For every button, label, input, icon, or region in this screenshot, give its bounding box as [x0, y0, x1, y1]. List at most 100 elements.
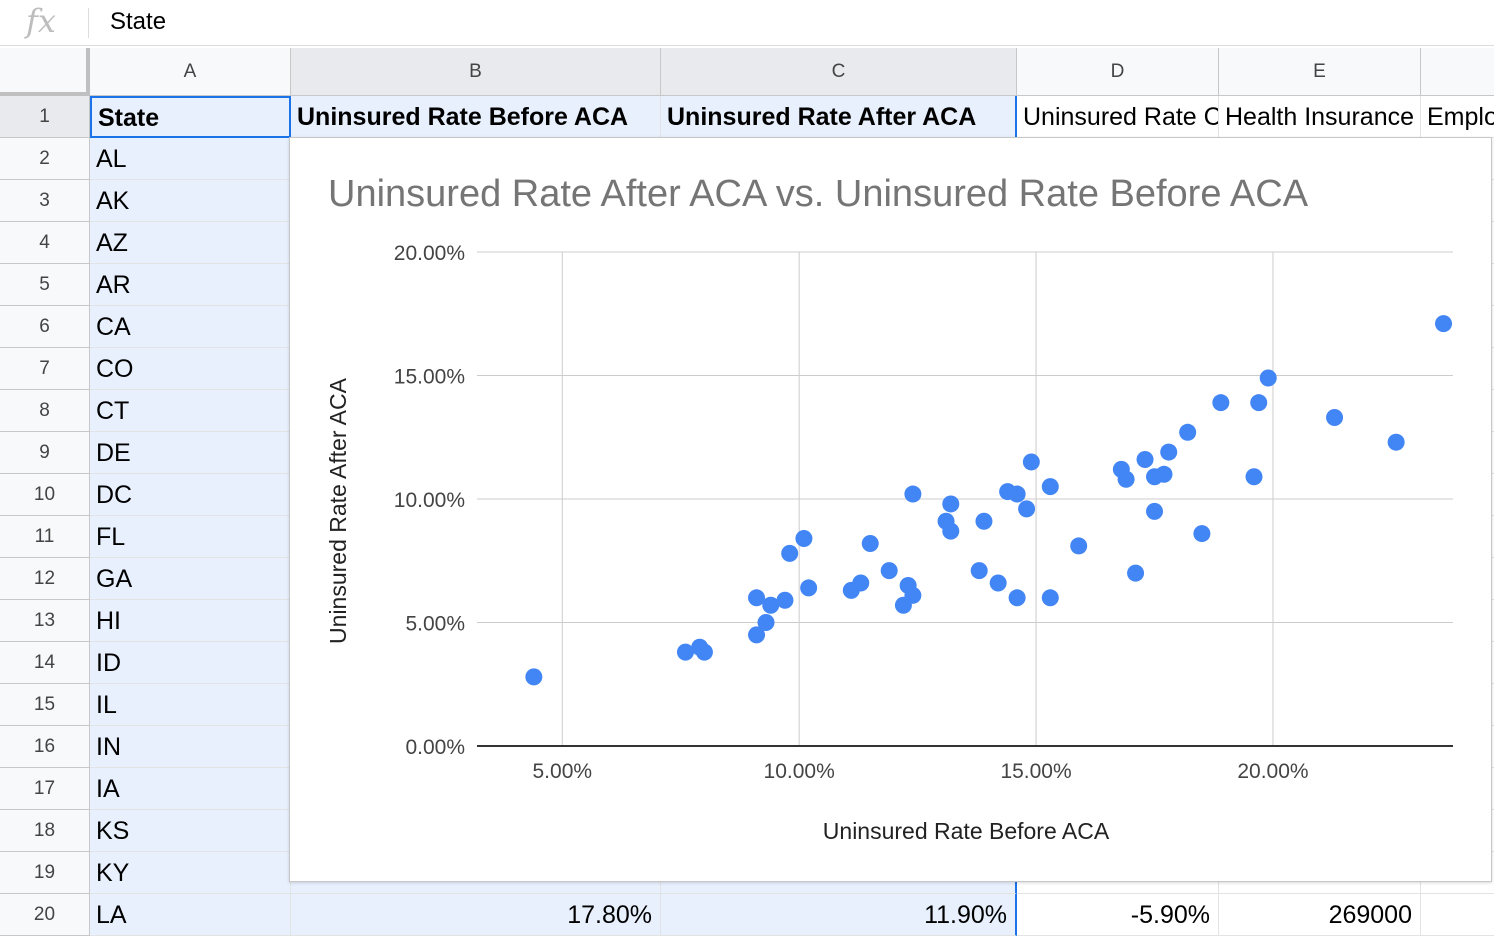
scatter-point[interactable]: [975, 512, 993, 530]
cell-a19[interactable]: KY: [90, 852, 291, 894]
cell-f1[interactable]: Employer: [1421, 96, 1494, 138]
scatter-point[interactable]: [800, 579, 818, 597]
row-header-16[interactable]: 16: [0, 726, 90, 768]
scatter-point[interactable]: [525, 668, 543, 686]
scatter-point[interactable]: [1387, 433, 1405, 451]
cell-b1[interactable]: Uninsured Rate Before ACA: [291, 96, 661, 138]
scatter-point[interactable]: [676, 643, 694, 661]
cell-a11[interactable]: FL: [90, 516, 291, 558]
cell-a18[interactable]: KS: [90, 810, 291, 852]
formula-input[interactable]: State: [110, 8, 167, 35]
cell-a4[interactable]: AZ: [90, 222, 291, 264]
scatter-point[interactable]: [1245, 468, 1263, 486]
scatter-point[interactable]: [695, 643, 713, 661]
row-header-18[interactable]: 18: [0, 810, 90, 852]
cell-e20[interactable]: 269000: [1219, 894, 1421, 936]
cell-f20[interactable]: [1421, 894, 1494, 936]
cell-a9[interactable]: DE: [90, 432, 291, 474]
row-header-1[interactable]: 1: [0, 96, 90, 138]
row-header-2[interactable]: 2: [0, 138, 90, 180]
cell-a1[interactable]: State: [90, 96, 291, 138]
cell-e1[interactable]: Health Insurance: [1219, 96, 1421, 138]
scatter-point[interactable]: [757, 614, 775, 631]
scatter-point[interactable]: [781, 544, 799, 562]
cell-a8[interactable]: CT: [90, 390, 291, 432]
cell-a3[interactable]: AK: [90, 180, 291, 222]
scatter-point[interactable]: [1041, 478, 1059, 496]
scatter-point[interactable]: [1117, 470, 1135, 488]
row-header-10[interactable]: 10: [0, 474, 90, 516]
scatter-point[interactable]: [748, 589, 766, 607]
chart-container[interactable]: Uninsured Rate After ACA vs. Uninsured R…: [289, 137, 1492, 882]
cell-a6[interactable]: CA: [90, 306, 291, 348]
column-header-b[interactable]: B: [291, 48, 661, 96]
scatter-point[interactable]: [942, 522, 960, 540]
cell-d1[interactable]: Uninsured Rate Change: [1017, 96, 1219, 138]
scatter-point[interactable]: [1212, 394, 1230, 412]
cell-a2[interactable]: AL: [90, 138, 291, 180]
scatter-point[interactable]: [989, 574, 1007, 592]
scatter-point[interactable]: [904, 586, 922, 604]
row-header-11[interactable]: 11: [0, 516, 90, 558]
row-header-20[interactable]: 20: [0, 894, 90, 936]
cell-c20[interactable]: 11.90%: [661, 894, 1017, 936]
row-header-12[interactable]: 12: [0, 558, 90, 600]
column-header-e[interactable]: E: [1219, 48, 1421, 96]
scatter-point[interactable]: [1022, 453, 1040, 471]
scatter-point[interactable]: [1160, 443, 1178, 461]
scatter-point[interactable]: [762, 596, 780, 614]
scatter-point[interactable]: [1008, 485, 1026, 503]
scatter-point[interactable]: [942, 495, 960, 513]
scatter-point[interactable]: [1179, 423, 1197, 441]
row-header-19[interactable]: 19: [0, 852, 90, 894]
scatter-point[interactable]: [748, 626, 766, 644]
cell-c1[interactable]: Uninsured Rate After ACA: [661, 96, 1017, 138]
scatter-point[interactable]: [1070, 537, 1088, 555]
cell-a13[interactable]: HI: [90, 600, 291, 642]
scatter-point[interactable]: [1155, 465, 1173, 483]
scatter-point[interactable]: [852, 574, 870, 592]
row-header-17[interactable]: 17: [0, 768, 90, 810]
cell-a15[interactable]: IL: [90, 684, 291, 726]
scatter-point[interactable]: [1127, 564, 1145, 582]
column-header-c[interactable]: C: [661, 48, 1017, 96]
column-header-d[interactable]: D: [1017, 48, 1219, 96]
column-header-a[interactable]: A: [90, 48, 291, 96]
scatter-point[interactable]: [1136, 450, 1154, 468]
scatter-point[interactable]: [1193, 525, 1211, 543]
row-header-6[interactable]: 6: [0, 306, 90, 348]
scatter-point[interactable]: [1008, 589, 1026, 607]
scatter-point[interactable]: [795, 530, 813, 548]
row-header-5[interactable]: 5: [0, 264, 90, 306]
cell-a16[interactable]: IN: [90, 726, 291, 768]
row-header-14[interactable]: 14: [0, 642, 90, 684]
cell-a20[interactable]: LA: [90, 894, 291, 936]
row-header-8[interactable]: 8: [0, 390, 90, 432]
scatter-point[interactable]: [861, 534, 879, 552]
scatter-point[interactable]: [776, 591, 794, 609]
row-header-13[interactable]: 13: [0, 600, 90, 642]
cell-d20[interactable]: -5.90%: [1017, 894, 1219, 936]
row-header-9[interactable]: 9: [0, 432, 90, 474]
cell-a17[interactable]: IA: [90, 768, 291, 810]
cell-a14[interactable]: ID: [90, 642, 291, 684]
scatter-point[interactable]: [1250, 394, 1268, 412]
cell-a5[interactable]: AR: [90, 264, 291, 306]
scatter-point[interactable]: [1259, 369, 1277, 387]
row-header-15[interactable]: 15: [0, 684, 90, 726]
cell-a12[interactable]: GA: [90, 558, 291, 600]
cell-b20[interactable]: 17.80%: [291, 894, 661, 936]
row-header-3[interactable]: 3: [0, 180, 90, 222]
scatter-point[interactable]: [1326, 408, 1344, 426]
scatter-point[interactable]: [1041, 589, 1059, 607]
scatter-point[interactable]: [1435, 315, 1453, 333]
scatter-point[interactable]: [880, 562, 898, 580]
scatter-point[interactable]: [904, 485, 922, 503]
cell-a7[interactable]: CO: [90, 348, 291, 390]
select-all-corner[interactable]: [0, 48, 90, 96]
row-header-7[interactable]: 7: [0, 348, 90, 390]
cell-a10[interactable]: DC: [90, 474, 291, 516]
scatter-point[interactable]: [1146, 502, 1164, 520]
column-header-f[interactable]: [1421, 48, 1494, 96]
scatter-point[interactable]: [1018, 500, 1036, 518]
